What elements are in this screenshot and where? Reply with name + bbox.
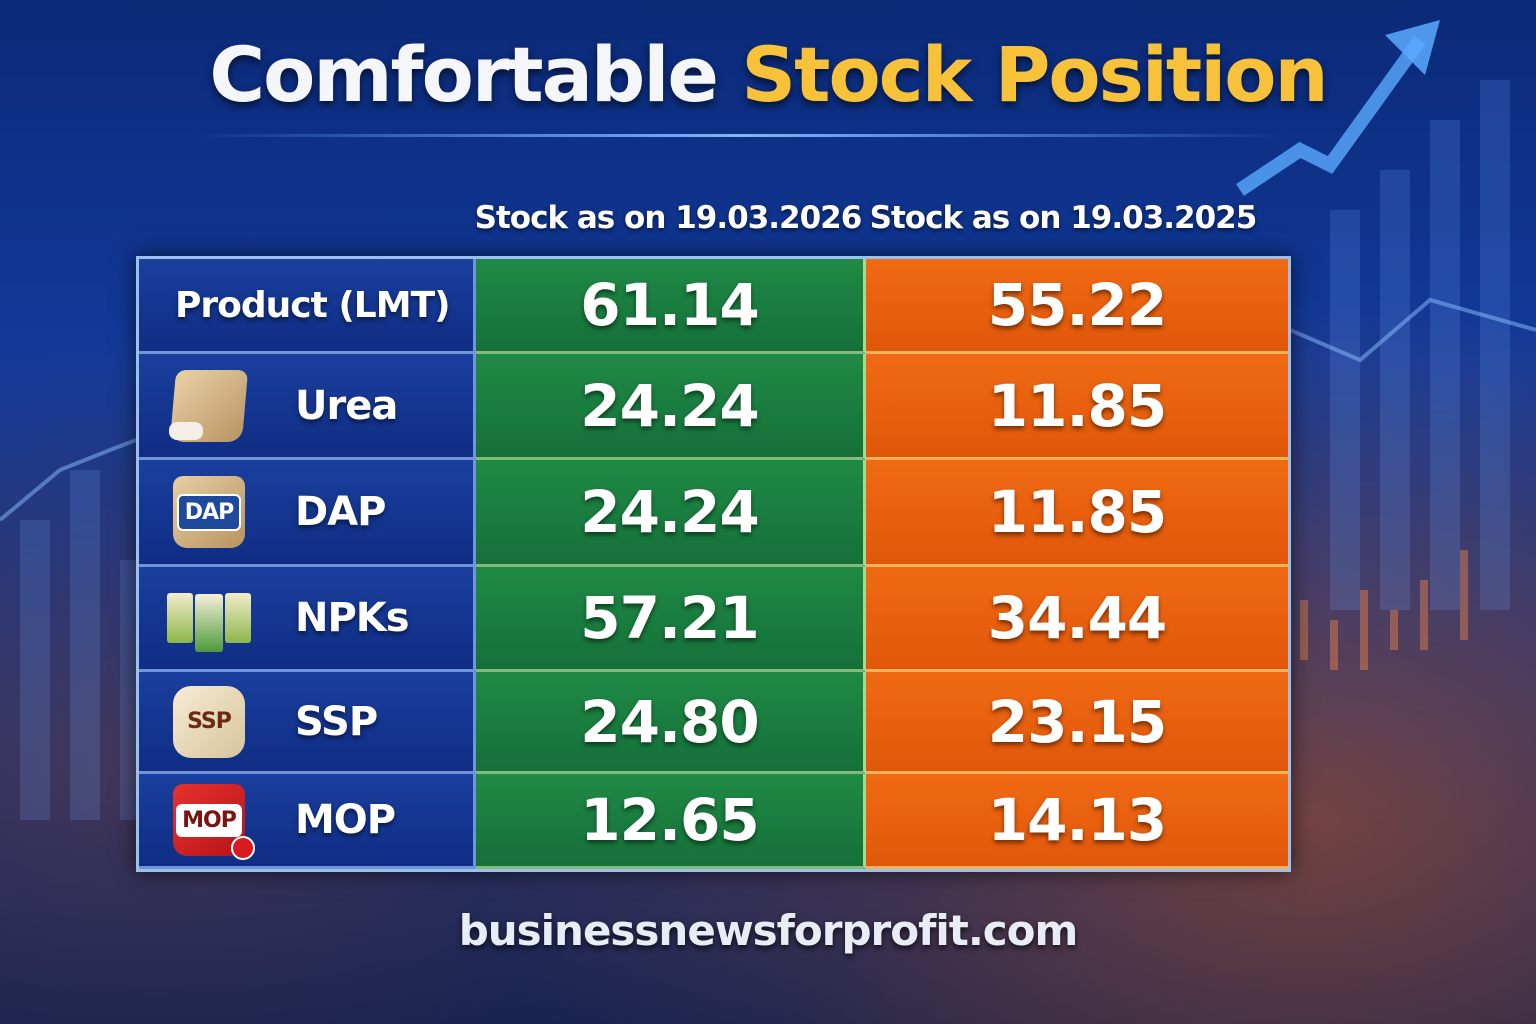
mop-bag-icon: MOP [167,780,255,860]
value-2025-dap: 11.85 [866,460,1288,567]
product-cell-dap: DAP DAP [139,460,476,567]
stock-table: Product (LMT) 61.14 55.22 Urea 24.24 11.… [136,256,1291,872]
product-label: SSP [295,698,378,745]
product-label: MOP [295,797,396,843]
total-2025-cell: 55.22 [866,259,1288,354]
value-2026-urea: 24.24 [476,354,866,460]
product-label: NPKs [295,595,410,641]
title-part-yellow: Stock Position [741,30,1328,119]
title-divider [190,134,1290,137]
value-2025-ssp: 23.15 [866,672,1288,774]
column-header-2026: Stock as on 19.03.2026 [474,200,863,236]
npk-bags-icon [167,578,251,658]
dap-bag-icon: DAP [167,472,251,552]
website-footer: businessnewsforprofit.com [458,906,1079,955]
value-2026-ssp: 24.80 [476,672,866,774]
title-part-white: Comfortable [209,30,719,119]
product-cell-mop: MOP MOP [139,774,476,869]
page-title: Comfortable Stock Position [0,30,1536,119]
total-2026-cell: 61.14 [476,259,866,354]
product-label: DAP [295,489,386,535]
product-cell-ssp: SSP SSP [139,672,476,774]
value-2025-urea: 11.85 [866,354,1288,460]
column-header-2025: Stock as on 19.03.2025 [869,200,1258,236]
value-2026-dap: 24.24 [476,460,866,567]
value-2026-mop: 12.65 [476,774,866,869]
value-2025-npks: 34.44 [866,567,1288,672]
product-cell-urea: Urea [139,354,476,460]
product-label: Urea [295,382,398,429]
sack-icon [167,366,251,446]
value-2026-npks: 57.21 [476,567,866,672]
product-cell-npks: NPKs [139,567,476,672]
product-header-cell: Product (LMT) [139,259,476,354]
ssp-bag-icon: SSP [167,682,251,762]
value-2025-mop: 14.13 [866,774,1288,869]
